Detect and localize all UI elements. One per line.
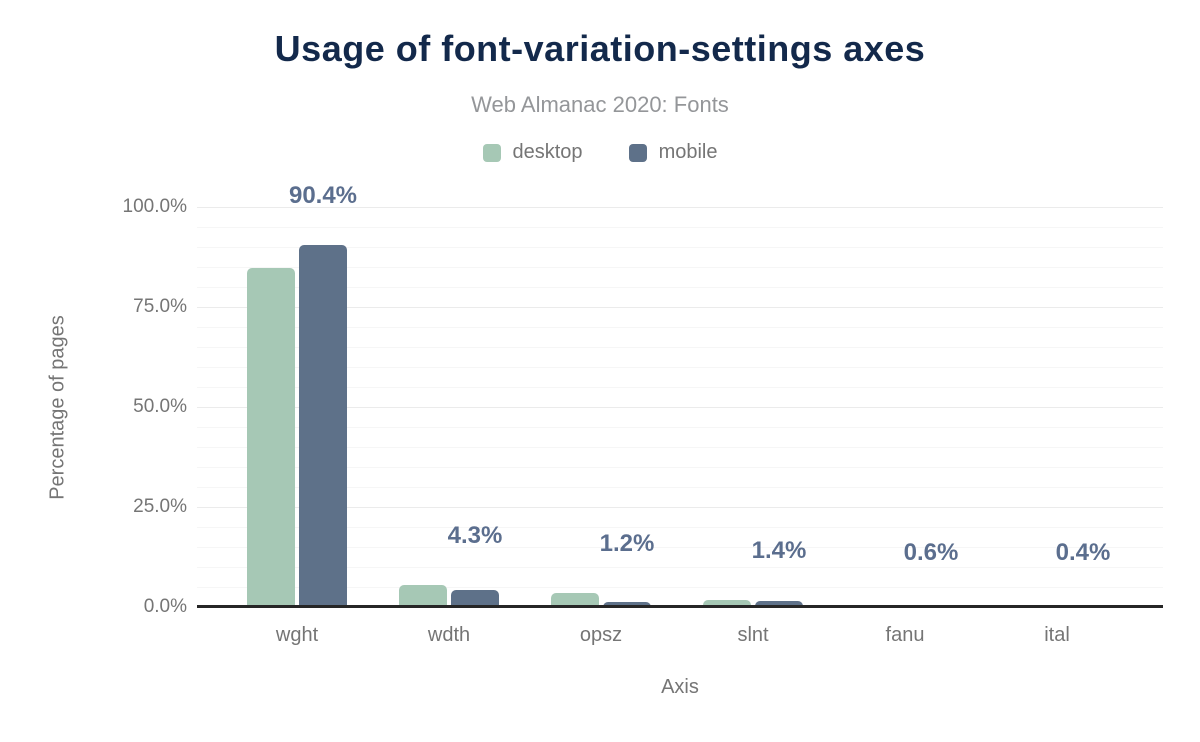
bar-mobile-wght: [299, 245, 347, 607]
legend-label-desktop: desktop: [512, 141, 583, 163]
bar-desktop-wght: [247, 268, 295, 607]
gridline-minor-80: [197, 287, 1163, 288]
y-tick-label-100.0%: 100.0%: [122, 196, 187, 217]
gridline-major-25: [197, 507, 1163, 508]
bar-value-label-wdth: 4.3%: [447, 521, 503, 549]
bar-desktop-opsz: [551, 593, 599, 607]
bar-value-label-slnt: 1.4%: [751, 536, 807, 564]
gridline-minor-30: [197, 487, 1163, 488]
x-axis-line: [197, 605, 1163, 608]
legend-swatch-desktop: [482, 143, 501, 162]
legend-label-mobile: mobile: [658, 141, 718, 163]
bar-value-label-ital: 0.4%: [1055, 539, 1111, 566]
gridline-minor-5: [197, 587, 1163, 588]
x-tick-label-ital: ital: [1044, 624, 1070, 646]
bar-mobile-slnt: [755, 601, 803, 607]
legend-item-desktop: desktop: [482, 141, 583, 164]
bar-value-label-opsz: 1.2%: [599, 529, 655, 557]
gridline-major-100: [197, 207, 1163, 208]
bar-desktop-wdth: [399, 585, 447, 607]
legend-item-mobile: mobile: [628, 141, 718, 164]
gridline-minor-90: [197, 247, 1163, 248]
chart-legend: desktop mobile: [0, 141, 1200, 164]
gridline-minor-15: [197, 547, 1163, 548]
gridline-major-50: [197, 407, 1163, 408]
bar-mobile-wdth: [451, 590, 499, 607]
bar-value-label-fanu: 0.6%: [903, 539, 959, 566]
gridline-minor-95: [197, 227, 1163, 228]
bar-value-label-wght: 90.4%: [288, 182, 358, 210]
y-tick-label-0.0%: 0.0%: [143, 596, 187, 617]
y-tick-label-75.0%: 75.0%: [133, 296, 187, 317]
x-tick-label-slnt: slnt: [737, 624, 769, 646]
x-tick-label-opsz: opsz: [579, 624, 623, 646]
x-axis-title: Axis: [661, 676, 699, 698]
gridline-minor-40: [197, 447, 1163, 448]
chart-title: Usage of font-variation-settings axes: [274, 28, 926, 69]
gridline-minor-55: [197, 387, 1163, 388]
gridline-major-75: [197, 307, 1163, 308]
y-tick-label-25.0%: 25.0%: [133, 496, 187, 517]
gridline-minor-35: [197, 467, 1163, 468]
gridline-minor-20: [197, 527, 1163, 528]
bar-mobile-opsz: [603, 602, 651, 607]
chart-subtitle: Web Almanac 2020: Fonts: [471, 92, 729, 117]
gridline-minor-60: [197, 367, 1163, 368]
gridline-minor-85: [197, 267, 1163, 268]
gridline-minor-45: [197, 427, 1163, 428]
y-tick-label-50.0%: 50.0%: [133, 396, 187, 417]
legend-swatch-mobile: [628, 143, 647, 162]
gridline-minor-10: [197, 567, 1163, 568]
x-tick-label-wght: wght: [275, 624, 319, 646]
x-tick-label-wdth: wdth: [427, 624, 471, 646]
bar-desktop-slnt: [703, 600, 751, 607]
gridline-minor-65: [197, 347, 1163, 348]
gridline-minor-70: [197, 327, 1163, 328]
x-tick-label-fanu: fanu: [885, 624, 925, 646]
